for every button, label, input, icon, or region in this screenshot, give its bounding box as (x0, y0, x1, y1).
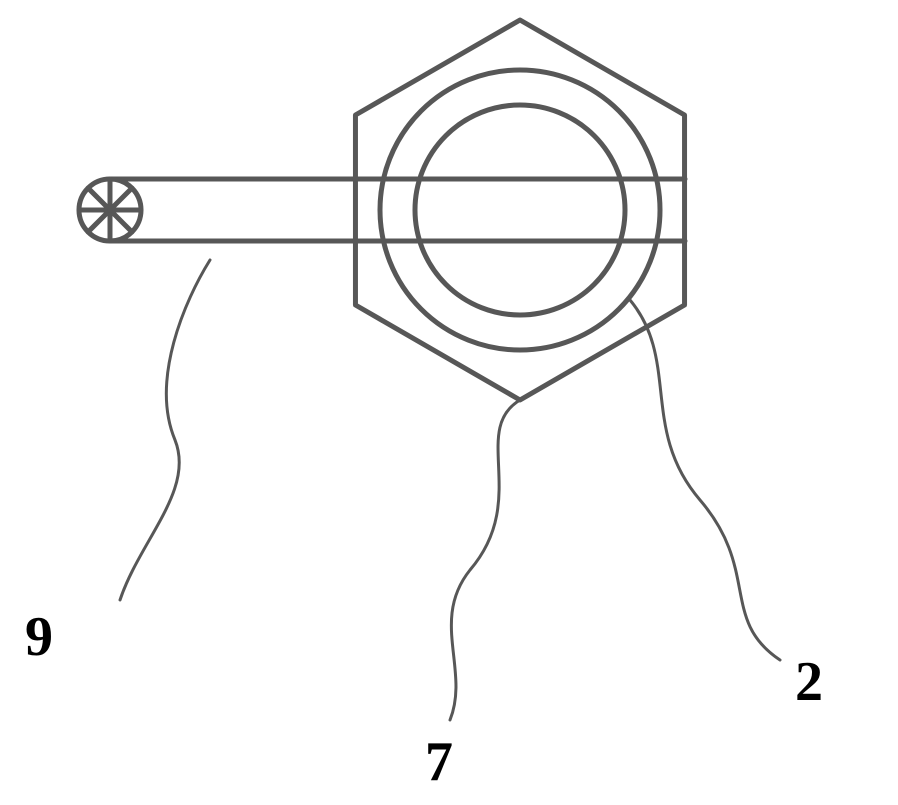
leader-9 (120, 260, 210, 600)
label-7: 7 (425, 731, 453, 793)
inner-circle (415, 105, 625, 315)
mechanical-diagram: 9 7 2 (0, 0, 898, 805)
leader-2 (630, 300, 780, 660)
label-2: 2 (795, 651, 823, 713)
handle-end-cap (79, 179, 141, 241)
leader-7 (450, 400, 520, 720)
hex-nut (355, 20, 684, 400)
label-9: 9 (25, 606, 53, 668)
outer-circle (380, 70, 660, 350)
